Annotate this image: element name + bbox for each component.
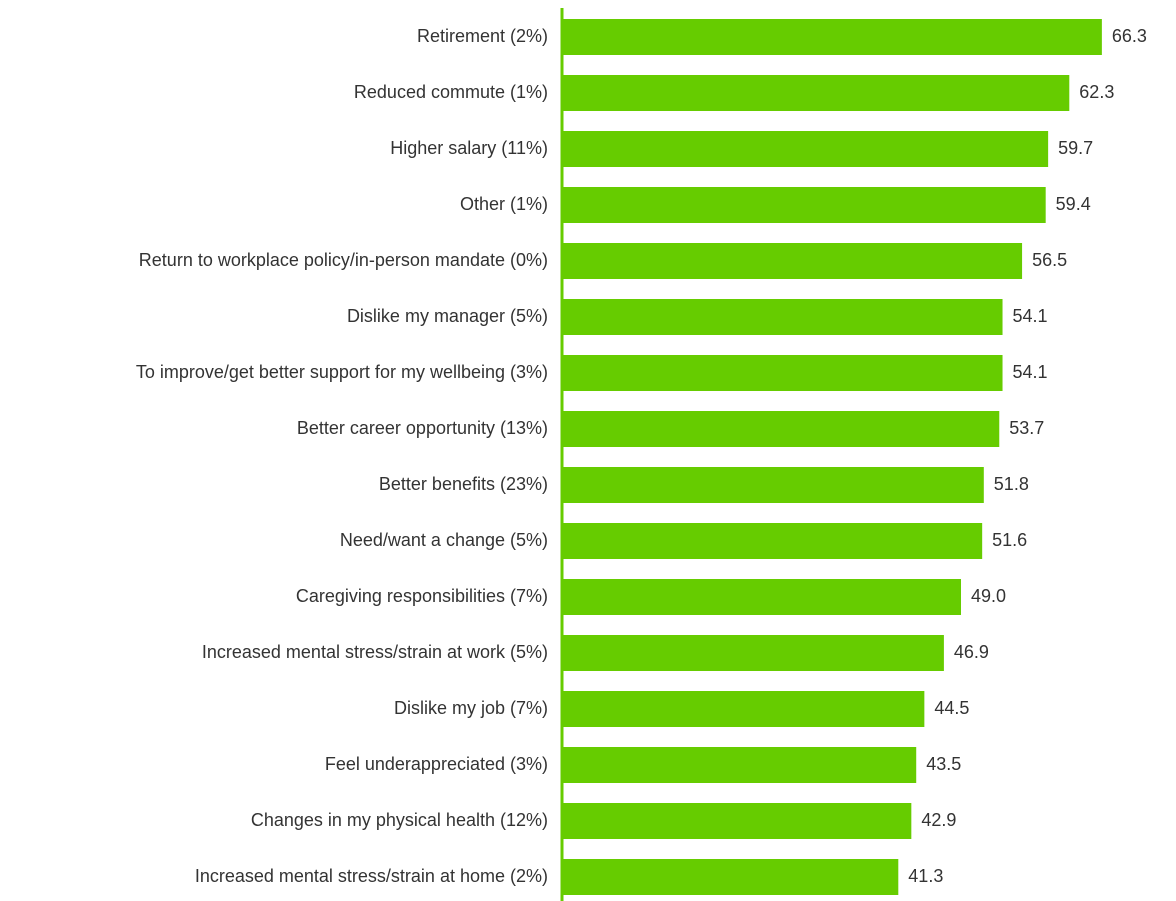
value-label: 49.0 — [971, 586, 1006, 606]
category-label: To improve/get better support for my wel… — [136, 362, 548, 382]
bar — [562, 467, 984, 503]
value-label: 56.5 — [1032, 250, 1067, 270]
category-label: Reduced commute (1%) — [354, 82, 548, 102]
value-label: 59.4 — [1056, 194, 1091, 214]
value-label: 53.7 — [1009, 418, 1044, 438]
value-label: 44.5 — [934, 698, 969, 718]
category-label: Return to workplace policy/in-person man… — [139, 250, 548, 270]
category-label: Retirement (2%) — [417, 26, 548, 46]
bar — [562, 859, 899, 895]
bar — [562, 691, 925, 727]
category-label: Changes in my physical health (12%) — [251, 810, 548, 830]
category-label: Caregiving responsibilities (7%) — [296, 586, 548, 606]
bar — [562, 75, 1070, 111]
value-label: 59.7 — [1058, 138, 1093, 158]
category-label: Dislike my manager (5%) — [347, 306, 548, 326]
value-label: 42.9 — [921, 810, 956, 830]
category-label: Dislike my job (7%) — [394, 698, 548, 718]
value-label: 43.5 — [926, 754, 961, 774]
bar — [562, 299, 1003, 335]
category-label: Feel underappreciated (3%) — [325, 754, 548, 774]
value-label: 54.1 — [1013, 362, 1048, 382]
value-label: 66.3 — [1112, 26, 1147, 46]
bar — [562, 187, 1046, 223]
bar — [562, 803, 912, 839]
bar — [562, 355, 1003, 391]
value-label: 62.3 — [1079, 82, 1114, 102]
value-label: 54.1 — [1013, 306, 1048, 326]
category-label: Need/want a change (5%) — [340, 530, 548, 550]
bar — [562, 411, 1000, 447]
category-label: Increased mental stress/strain at home (… — [195, 866, 548, 886]
bar — [562, 579, 961, 615]
category-label: Higher salary (11%) — [390, 138, 548, 158]
bar — [562, 747, 917, 783]
bar — [562, 19, 1102, 55]
bar — [562, 523, 983, 559]
value-label: 41.3 — [908, 866, 943, 886]
category-label: Better benefits (23%) — [379, 474, 548, 494]
bar — [562, 243, 1023, 279]
bar — [562, 131, 1049, 167]
bar — [562, 635, 944, 671]
category-label: Better career opportunity (13%) — [297, 418, 548, 438]
value-label: 51.6 — [992, 530, 1027, 550]
value-label: 46.9 — [954, 642, 989, 662]
value-label: 51.8 — [994, 474, 1029, 494]
category-label: Other (1%) — [460, 194, 548, 214]
category-label: Increased mental stress/strain at work (… — [202, 642, 548, 662]
